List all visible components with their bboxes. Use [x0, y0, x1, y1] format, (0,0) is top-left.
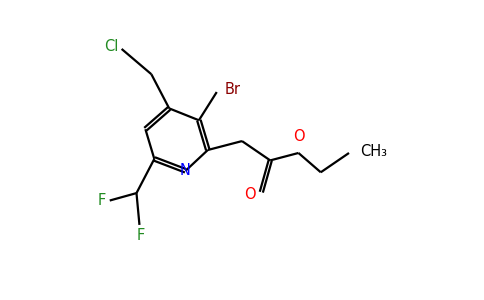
Text: N: N — [180, 163, 191, 178]
Text: CH₃: CH₃ — [360, 144, 387, 159]
Text: O: O — [244, 187, 256, 202]
Text: F: F — [137, 229, 145, 244]
Text: Cl: Cl — [104, 39, 119, 54]
Text: F: F — [98, 193, 106, 208]
Text: Br: Br — [224, 82, 240, 97]
Text: O: O — [293, 129, 304, 144]
